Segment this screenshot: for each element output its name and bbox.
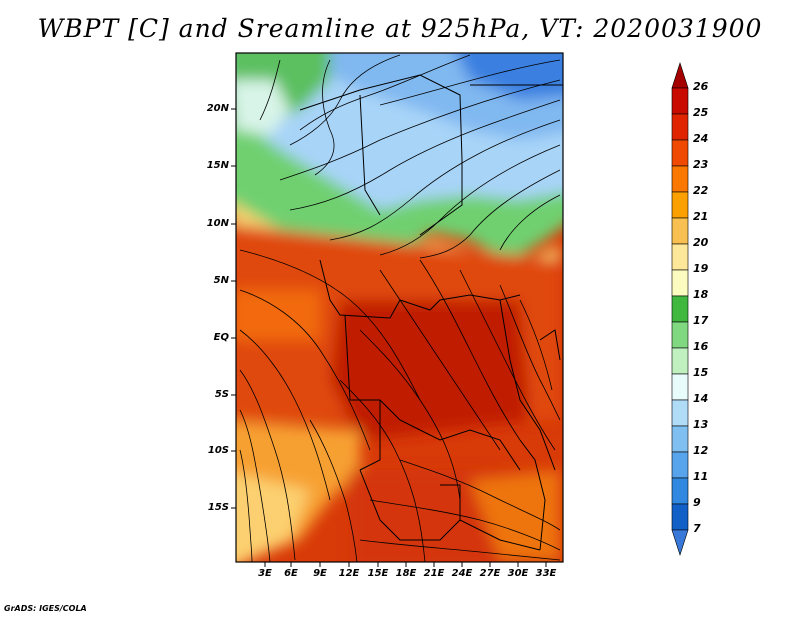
colorbar-swatch — [671, 191, 689, 219]
colorbar-label-18: 18 — [693, 288, 709, 301]
colorbar-label-14: 14 — [693, 392, 709, 405]
colorbar-swatch — [671, 477, 689, 505]
lon-label-6e: 6E — [284, 568, 298, 579]
colorbar-swatch — [671, 425, 689, 453]
lon-label-30e: 30E — [507, 568, 529, 579]
colorbar-label-19: 19 — [693, 262, 709, 275]
colorbar-top-arrow — [671, 62, 689, 89]
lat-label-15s: 15S — [207, 502, 229, 513]
colorbar-swatch — [671, 243, 689, 271]
colorbar-swatch — [671, 451, 689, 479]
lon-label-12e: 12E — [338, 568, 360, 579]
colorbar-swatch — [671, 87, 689, 115]
colorbar-label-11: 11 — [693, 470, 709, 483]
colorbar-swatch — [671, 139, 689, 167]
colorbar-label-24: 24 — [693, 132, 709, 145]
colorbar-swatch — [671, 269, 689, 297]
lat-label-5n: 5N — [213, 275, 229, 286]
colorbar-swatch — [671, 347, 689, 375]
colorbar-label-25: 25 — [693, 106, 709, 119]
grads-credit: GrADS: IGES/COLA — [4, 604, 87, 613]
wbpt-field — [236, 53, 563, 562]
colorbar-label-20: 20 — [693, 236, 709, 249]
colorbar-bottom-arrow — [671, 529, 689, 556]
colorbar-label-7: 7 — [693, 522, 701, 535]
colorbar-swatch — [671, 399, 689, 427]
colorbar-label-23: 23 — [693, 158, 709, 171]
lat-label-10n: 10N — [206, 218, 229, 229]
streamlines — [239, 54, 561, 562]
colorbar-label-15: 15 — [693, 366, 709, 379]
colorbar-label-26: 26 — [693, 80, 709, 93]
colorbar-swatch — [671, 373, 689, 401]
map-frame — [235, 52, 564, 563]
axis-ticks — [231, 108, 547, 567]
lon-label-3e: 3E — [258, 568, 272, 579]
colorbar-label-16: 16 — [693, 340, 709, 353]
colorbar-swatch — [671, 217, 689, 245]
lon-label-27e: 27E — [479, 568, 501, 579]
lon-label-33e: 33E — [535, 568, 557, 579]
colorbar-swatch — [671, 165, 689, 193]
lon-label-24e: 24E — [451, 568, 473, 579]
country-borders — [299, 74, 563, 551]
lat-label-5s: 5S — [214, 389, 229, 400]
colorbar-label-13: 13 — [693, 418, 709, 431]
lat-label-15n: 15N — [206, 160, 229, 171]
lon-label-21e: 21E — [423, 568, 445, 579]
colorbar-swatch — [671, 503, 689, 531]
colorbar-label-12: 12 — [693, 444, 709, 457]
colorbar-swatch — [671, 113, 689, 141]
colorbar-label-9: 9 — [693, 496, 701, 509]
lon-label-9e: 9E — [313, 568, 327, 579]
colorbar-swatch — [671, 295, 689, 323]
colorbar-label-17: 17 — [693, 314, 709, 327]
lon-label-18e: 18E — [395, 568, 417, 579]
colorbar-label-22: 22 — [693, 184, 709, 197]
colorbar-label-21: 21 — [693, 210, 709, 223]
colorbar — [671, 62, 689, 556]
map-title: WBPT [C] and Sreamline at 925hPa, VT: 20… — [37, 14, 763, 43]
lon-label-15e: 15E — [367, 568, 389, 579]
lat-label-eq: EQ — [213, 332, 229, 343]
lat-label-20n: 20N — [206, 103, 229, 114]
lat-label-10s: 10S — [207, 445, 229, 456]
colorbar-swatch — [671, 321, 689, 349]
